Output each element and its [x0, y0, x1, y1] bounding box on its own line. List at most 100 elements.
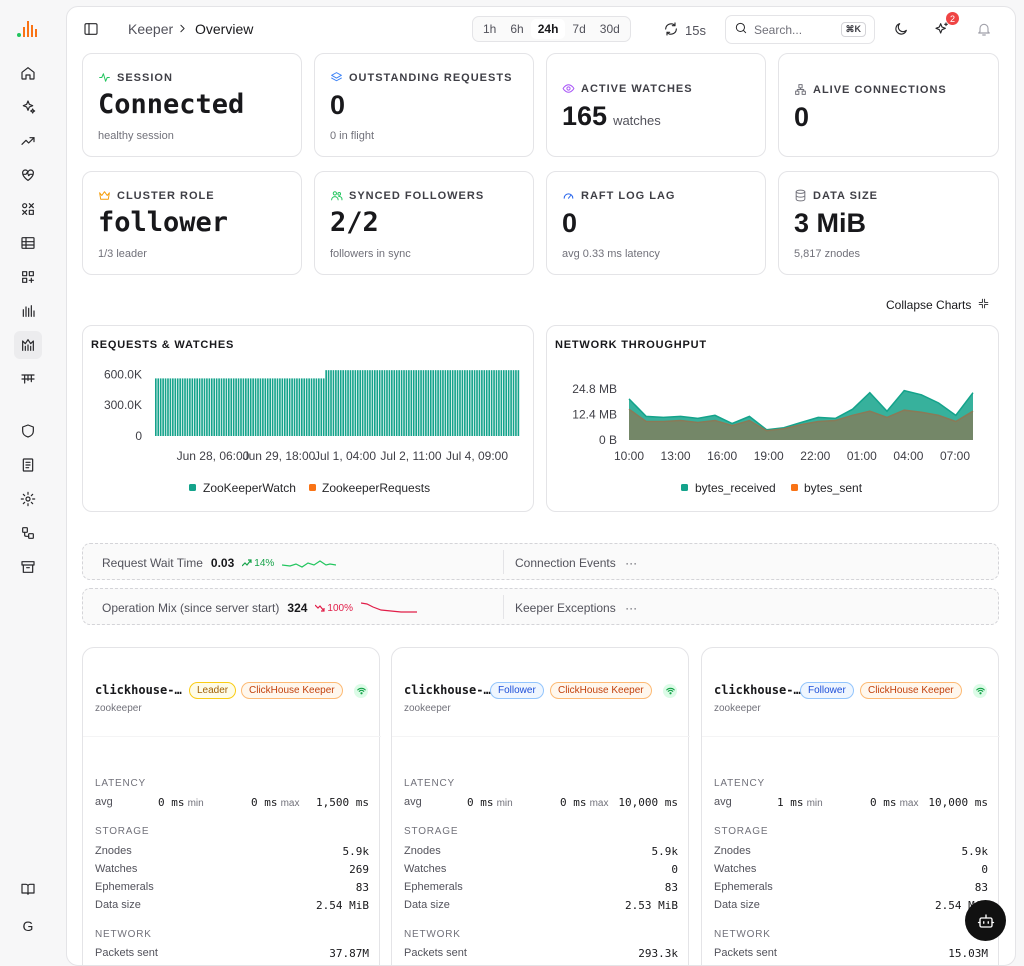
bar — [210, 378, 213, 436]
bar — [242, 378, 245, 436]
bar — [434, 370, 437, 436]
refresh-interval: 15s — [685, 23, 706, 38]
node-role-badge: Follower — [800, 682, 854, 699]
bar — [451, 370, 454, 436]
bar — [461, 370, 464, 436]
bar — [490, 370, 493, 436]
app-logo[interactable] — [17, 19, 37, 42]
bar — [189, 378, 191, 436]
bar — [320, 378, 323, 436]
nav-sparkles-icon[interactable] — [14, 93, 42, 121]
user-avatar[interactable]: G — [22, 918, 34, 934]
nav-bars-icon[interactable] — [14, 297, 42, 325]
row-value: 293.3k — [638, 947, 678, 960]
bar — [301, 378, 303, 436]
main-panel: Keeper Overview 1h 6h 24h 7d 30d 15s Sea… — [66, 6, 1016, 966]
nav-home-icon[interactable] — [14, 59, 42, 87]
bar — [223, 378, 225, 436]
time-range-24h[interactable]: 24h — [530, 19, 566, 39]
refresh-control[interactable]: 15s — [663, 21, 706, 40]
strip-label: Request Wait Time — [102, 556, 203, 570]
nav-logs-icon[interactable] — [14, 451, 42, 479]
node-type-badge: ClickHouse Keeper — [550, 682, 652, 699]
bar — [437, 370, 439, 436]
time-range-6h[interactable]: 6h — [510, 22, 524, 36]
latency-avg-value: 1 ms — [777, 796, 804, 809]
bar — [422, 370, 425, 436]
more-dots-icon[interactable]: ··· — [625, 556, 638, 570]
node-card[interactable]: clickhouse-keeper-0 zookeeper Leader Cli… — [82, 647, 381, 965]
nav-settings-icon[interactable] — [14, 485, 42, 513]
nav-archive-icon[interactable] — [14, 553, 42, 581]
nav-grid-icon[interactable] — [14, 263, 42, 291]
collapse-charts-button[interactable]: Collapse Charts — [886, 297, 990, 313]
bar — [502, 370, 505, 436]
bar — [215, 378, 218, 436]
stat-sub: healthy session — [98, 130, 174, 142]
bar — [335, 370, 337, 436]
x-tick-label: 19:00 — [754, 449, 784, 463]
nav-table-icon[interactable] — [14, 229, 42, 257]
nav-chart-stack-icon[interactable] — [14, 365, 42, 393]
nav-workflow-icon[interactable] — [14, 519, 42, 547]
sparkline — [361, 602, 417, 613]
bar — [488, 370, 490, 436]
stat-label: RAFT LOG LAG — [581, 189, 676, 202]
row-value: 2.54 MiB — [316, 899, 369, 912]
stat-value: 0 — [330, 90, 346, 120]
strip-change: 100% — [327, 602, 353, 614]
x-tick-label: 07:00 — [940, 449, 970, 463]
wifi-icon — [973, 684, 987, 698]
nav-trending-icon[interactable] — [14, 127, 42, 155]
bar — [393, 370, 396, 436]
theme-toggle-moon-icon[interactable] — [893, 21, 909, 42]
time-range-30d[interactable]: 30d — [599, 22, 620, 36]
bar — [184, 378, 186, 436]
storage-row-znodes: Znodes 5.9k — [95, 845, 369, 858]
time-range-1h[interactable]: 1h — [483, 22, 497, 36]
nav-keeper-icon[interactable] — [14, 331, 42, 359]
nav-shield-icon[interactable] — [14, 417, 42, 445]
bar — [403, 370, 405, 436]
bar — [172, 378, 174, 436]
bar — [259, 378, 262, 436]
bar — [332, 370, 335, 436]
nav-heart-pulse-icon[interactable] — [14, 161, 42, 189]
node-card[interactable]: clickhouse-keeper-2 zookeeper Follower C… — [701, 647, 1000, 965]
stat-label: ALIVE CONNECTIONS — [813, 83, 947, 96]
bar — [359, 370, 362, 436]
row-value: 0 — [671, 863, 678, 876]
nav-docs-book-icon[interactable] — [14, 875, 42, 903]
nav-shapes-icon[interactable] — [14, 195, 42, 223]
row-label: Packets sent — [404, 947, 467, 959]
sidebar-toggle-icon[interactable] — [83, 21, 99, 42]
breadcrumb-root[interactable]: Keeper — [128, 21, 174, 37]
ai-sparkles-icon[interactable] — [934, 21, 950, 42]
storage-row-watches: Watches 0 — [404, 863, 678, 876]
row-value: 5.9k — [961, 845, 989, 858]
bar — [174, 378, 177, 436]
search-box[interactable]: Search... ⌘K — [725, 15, 875, 44]
latency-avg-label: avg — [714, 796, 732, 808]
bar — [468, 370, 471, 436]
x-tick-label: 13:00 — [661, 449, 691, 463]
bar — [500, 370, 503, 436]
strip-right-label: Connection Events — [515, 556, 616, 570]
network-throughput-chart[interactable]: 24.8 MB 12.4 MB 0 B 10:00 13:00 16:00 19:00 22:… — [547, 326, 1000, 513]
row-value: 15.03M — [948, 947, 988, 960]
node-card[interactable]: clickhouse-keeper-1 zookeeper Follower C… — [391, 647, 690, 965]
strip-value: 0.03 — [210, 556, 235, 570]
bar — [303, 378, 306, 436]
assistant-bot-button[interactable] — [965, 900, 1006, 941]
more-dots-icon[interactable]: ··· — [625, 601, 638, 615]
bar — [493, 370, 495, 436]
node-subtitle: zookeeper — [714, 703, 761, 714]
bar — [339, 370, 342, 436]
bar — [349, 370, 352, 436]
notifications-bell-icon[interactable] — [976, 21, 992, 42]
stat-card-cluster-role: CLUSTER ROLE follower 1/3 leader — [82, 171, 302, 275]
time-range-7d[interactable]: 7d — [572, 22, 586, 36]
latency-max-value: 10,000 ms — [928, 796, 988, 809]
bar — [193, 378, 196, 436]
